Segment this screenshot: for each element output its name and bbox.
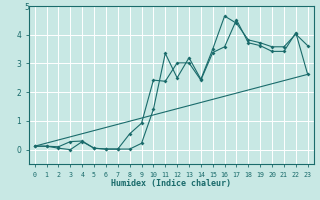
X-axis label: Humidex (Indice chaleur): Humidex (Indice chaleur) <box>111 179 231 188</box>
Text: 5: 5 <box>24 3 29 12</box>
